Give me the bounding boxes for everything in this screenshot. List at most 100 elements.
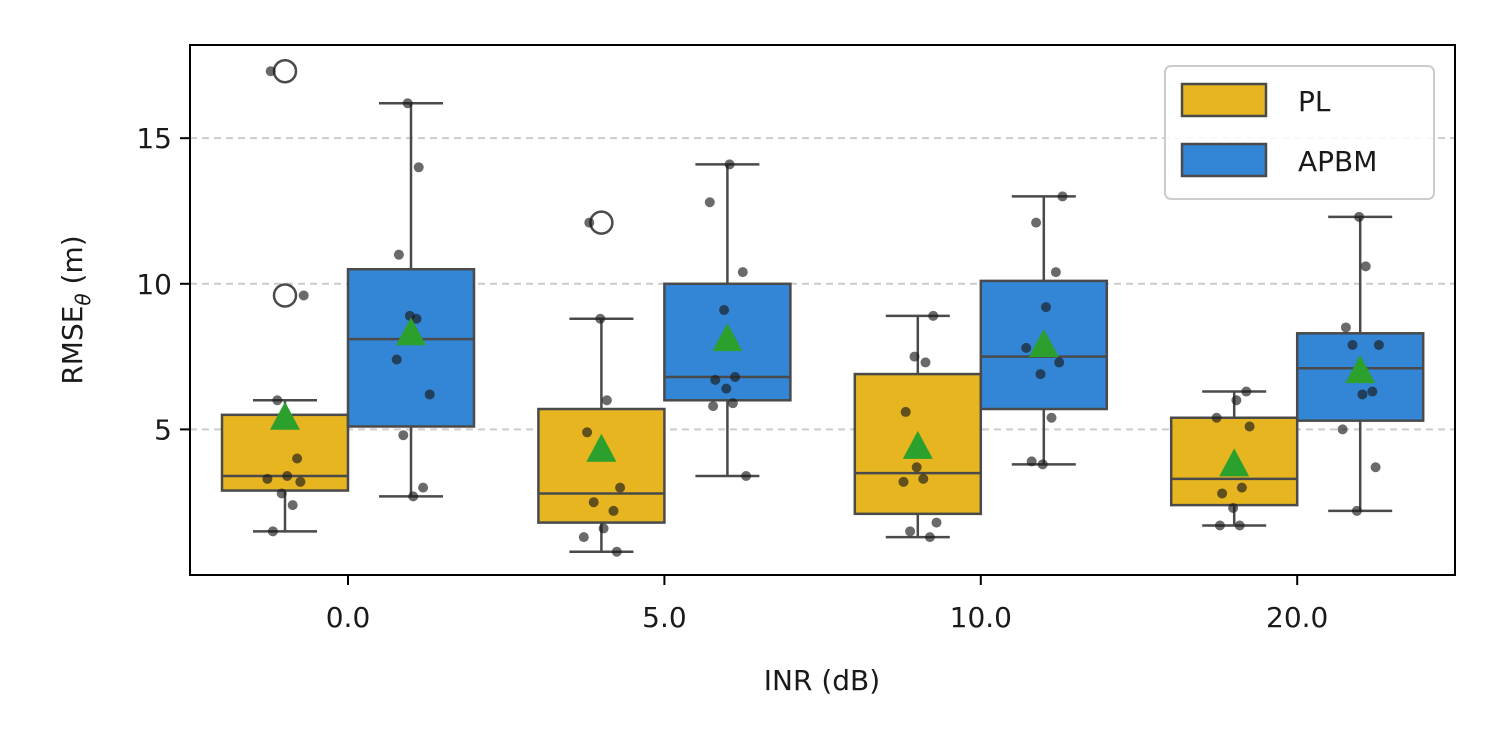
data-point — [928, 310, 939, 321]
data-point — [1357, 389, 1368, 400]
data-point — [905, 526, 916, 537]
data-point — [1021, 342, 1032, 353]
mean-marker — [902, 430, 933, 459]
data-point — [578, 532, 589, 543]
box-pl-0 — [220, 58, 350, 533]
data-point — [276, 488, 287, 499]
y-tick-label: 10 — [136, 268, 172, 301]
data-point — [615, 482, 626, 493]
data-point — [418, 482, 429, 493]
box-body — [346, 267, 476, 428]
data-point — [584, 217, 595, 228]
data-point — [724, 159, 735, 170]
x-axis-label: INR (dB) — [764, 664, 880, 697]
data-point — [404, 310, 415, 321]
x-tick-label: 0.0 — [326, 601, 371, 634]
data-point — [708, 401, 719, 412]
data-point — [588, 497, 599, 508]
outlier-marker — [272, 283, 298, 308]
outlier-marker — [272, 58, 298, 84]
data-point — [900, 406, 911, 417]
y-tick-label: 15 — [136, 122, 172, 155]
data-point — [909, 351, 920, 362]
data-point — [1370, 462, 1381, 473]
data-point — [898, 476, 909, 487]
data-point — [924, 532, 935, 543]
y-axis-label-subscript: θ — [71, 293, 95, 305]
data-point — [1037, 459, 1048, 470]
data-point — [413, 162, 424, 173]
data-point — [1217, 488, 1228, 499]
y-tick-label: 5 — [154, 413, 172, 446]
data-point — [402, 98, 413, 109]
data-point — [598, 523, 609, 534]
data-point — [393, 249, 404, 260]
data-point — [295, 476, 306, 487]
data-point — [262, 473, 273, 484]
legend-swatch-pl — [1180, 82, 1268, 118]
data-point — [1337, 424, 1348, 435]
y-axis-label: RMSEθ (m) — [56, 235, 95, 384]
data-point — [1228, 503, 1239, 514]
data-point — [608, 505, 619, 516]
plot-frame — [189, 44, 1456, 576]
data-point — [408, 491, 419, 502]
data-point — [292, 453, 303, 464]
axis-ticks: 5 10 15 0.0 5.0 10.0 20.0 — [136, 122, 1328, 634]
data-point — [272, 395, 283, 406]
data-point — [1367, 386, 1378, 397]
data-point — [1234, 520, 1245, 531]
y-axis-label-base: RMSE — [56, 306, 89, 385]
data-point — [1236, 482, 1247, 493]
box-pl-1 — [537, 210, 666, 553]
data-point — [391, 354, 402, 365]
data-point — [721, 383, 732, 394]
data-point — [1231, 395, 1242, 406]
data-point — [1211, 412, 1222, 423]
mean-marker — [270, 401, 300, 430]
data-point — [582, 427, 593, 438]
data-point — [1354, 211, 1365, 222]
data-point — [741, 470, 752, 481]
data-point — [298, 290, 309, 301]
data-point — [1057, 191, 1068, 202]
data-point — [1347, 339, 1358, 350]
box-body — [1169, 416, 1299, 507]
data-point — [1244, 421, 1255, 432]
data-point — [1351, 505, 1362, 516]
data-point — [704, 197, 715, 208]
legend-swatch-apbm — [1180, 142, 1268, 178]
data-point — [265, 66, 276, 77]
data-point — [719, 305, 730, 315]
data-point — [1031, 217, 1042, 228]
mean-marker — [712, 323, 743, 352]
x-tick-label: 10.0 — [950, 601, 1012, 634]
data-point — [1373, 339, 1384, 350]
data-point — [601, 395, 612, 406]
mean-marker — [396, 317, 426, 346]
data-point — [611, 546, 622, 557]
data-point — [1340, 322, 1351, 333]
legend: PL APBM — [1164, 65, 1435, 200]
data-point — [730, 371, 741, 382]
mean-marker — [586, 433, 617, 462]
box-pl-2 — [853, 314, 983, 539]
data-point — [1035, 369, 1046, 380]
box-apbm-0 — [346, 101, 476, 498]
box-pl-3 — [1169, 390, 1299, 527]
data-point — [1054, 357, 1065, 368]
data-point — [424, 389, 435, 400]
data-point — [282, 470, 293, 481]
legend-label-pl: PL — [1298, 85, 1331, 118]
data-point — [287, 500, 298, 511]
data-point — [595, 313, 606, 324]
data-point — [911, 462, 922, 473]
data-points — [262, 66, 1384, 557]
boxes — [220, 58, 1425, 553]
data-point — [267, 526, 278, 537]
data-point — [918, 473, 929, 484]
mean-marker — [1219, 448, 1250, 477]
data-point — [710, 374, 721, 385]
data-point — [1046, 412, 1057, 423]
